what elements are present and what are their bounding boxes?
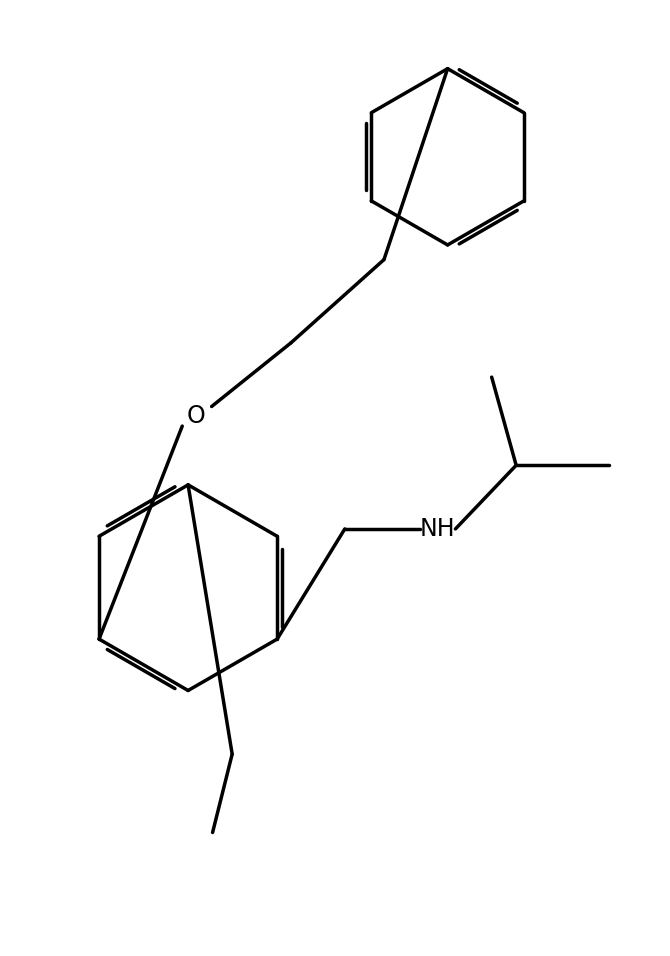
Text: O: O — [186, 404, 205, 428]
Text: NH: NH — [420, 517, 456, 541]
